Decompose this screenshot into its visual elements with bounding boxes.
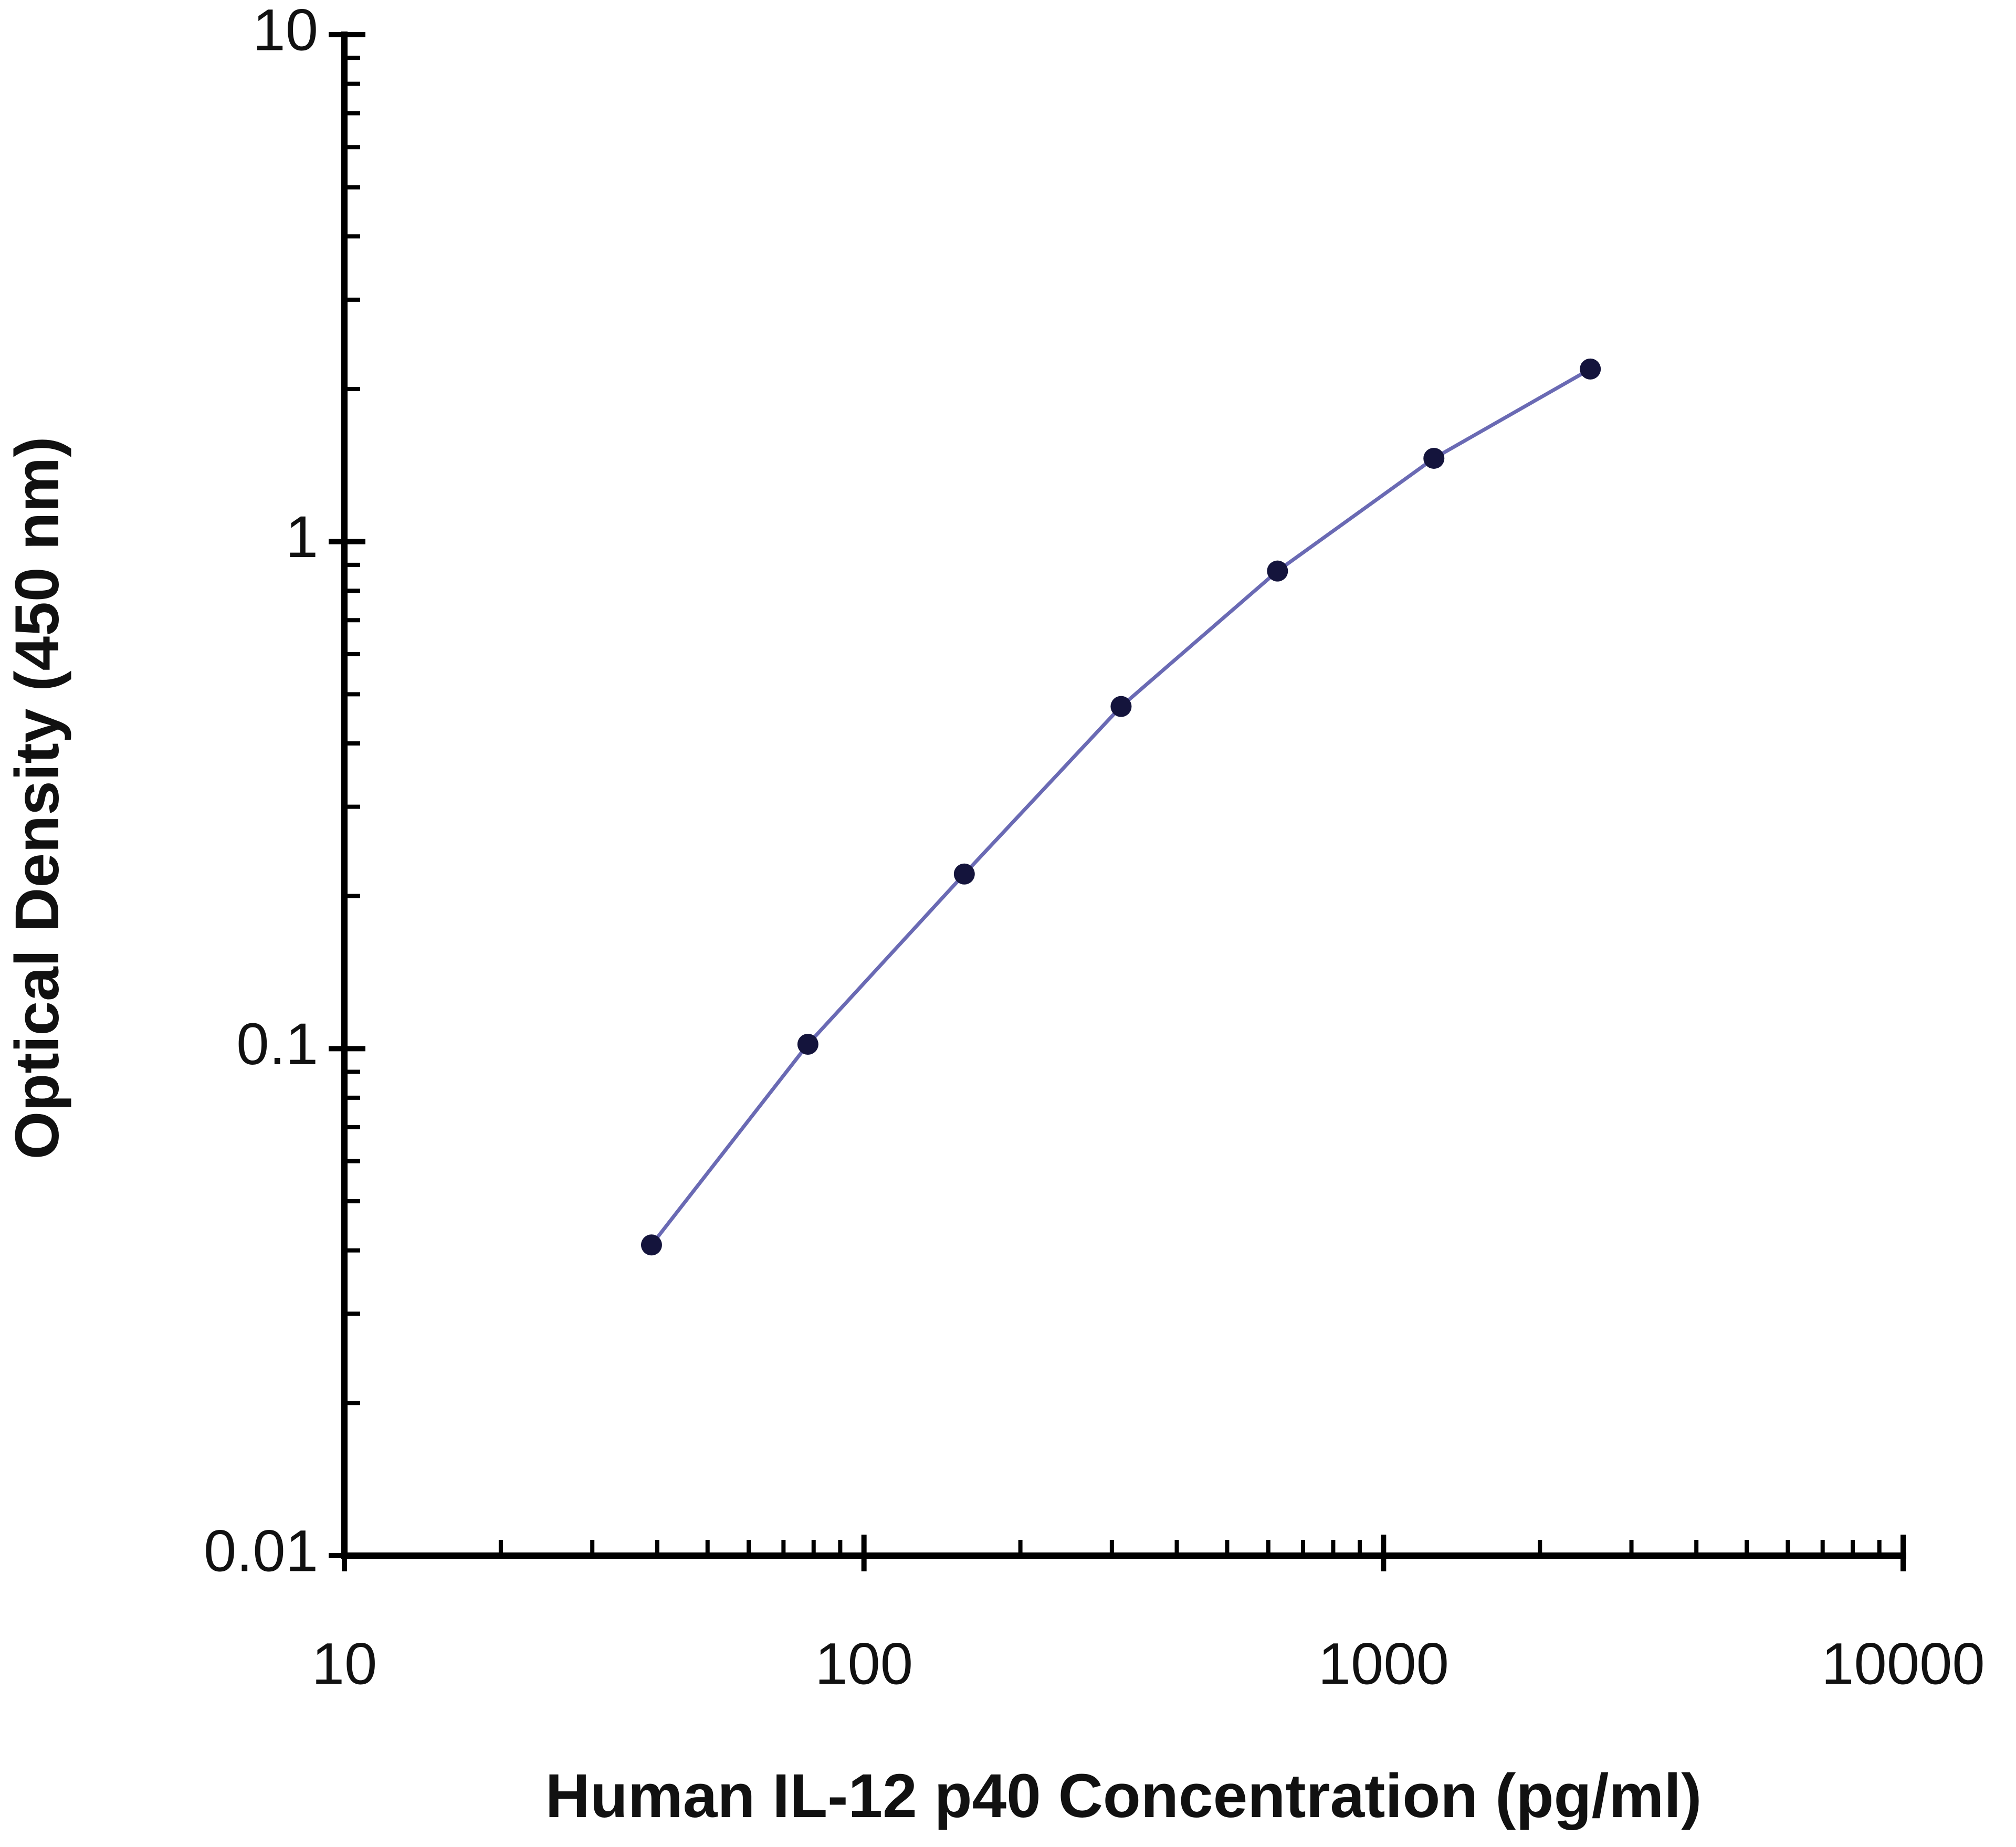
x-tick-label: 100 [815, 1631, 913, 1697]
data-point [953, 863, 975, 885]
data-point [797, 1034, 818, 1055]
data-point [1580, 358, 1601, 380]
y-axis-title: Optical Density (450 nm) [3, 436, 72, 1159]
data-point [640, 1234, 662, 1256]
data-point [1267, 560, 1288, 582]
x-tick-label: 10000 [1821, 1631, 1984, 1697]
series-line [650, 367, 1591, 1246]
y-tick-label: 0.01 [204, 1518, 318, 1584]
data-point [1423, 447, 1445, 469]
data-point [1110, 696, 1132, 717]
y-tick-label: 0.1 [236, 1011, 318, 1077]
y-tick-label: 10 [253, 0, 318, 63]
x-tick-label: 10 [312, 1631, 377, 1697]
x-axis-title: Human IL-12 p40 Concentration (pg/ml) [545, 1761, 1702, 1831]
y-tick-label: 1 [286, 504, 318, 570]
x-tick-label: 1000 [1318, 1631, 1449, 1697]
